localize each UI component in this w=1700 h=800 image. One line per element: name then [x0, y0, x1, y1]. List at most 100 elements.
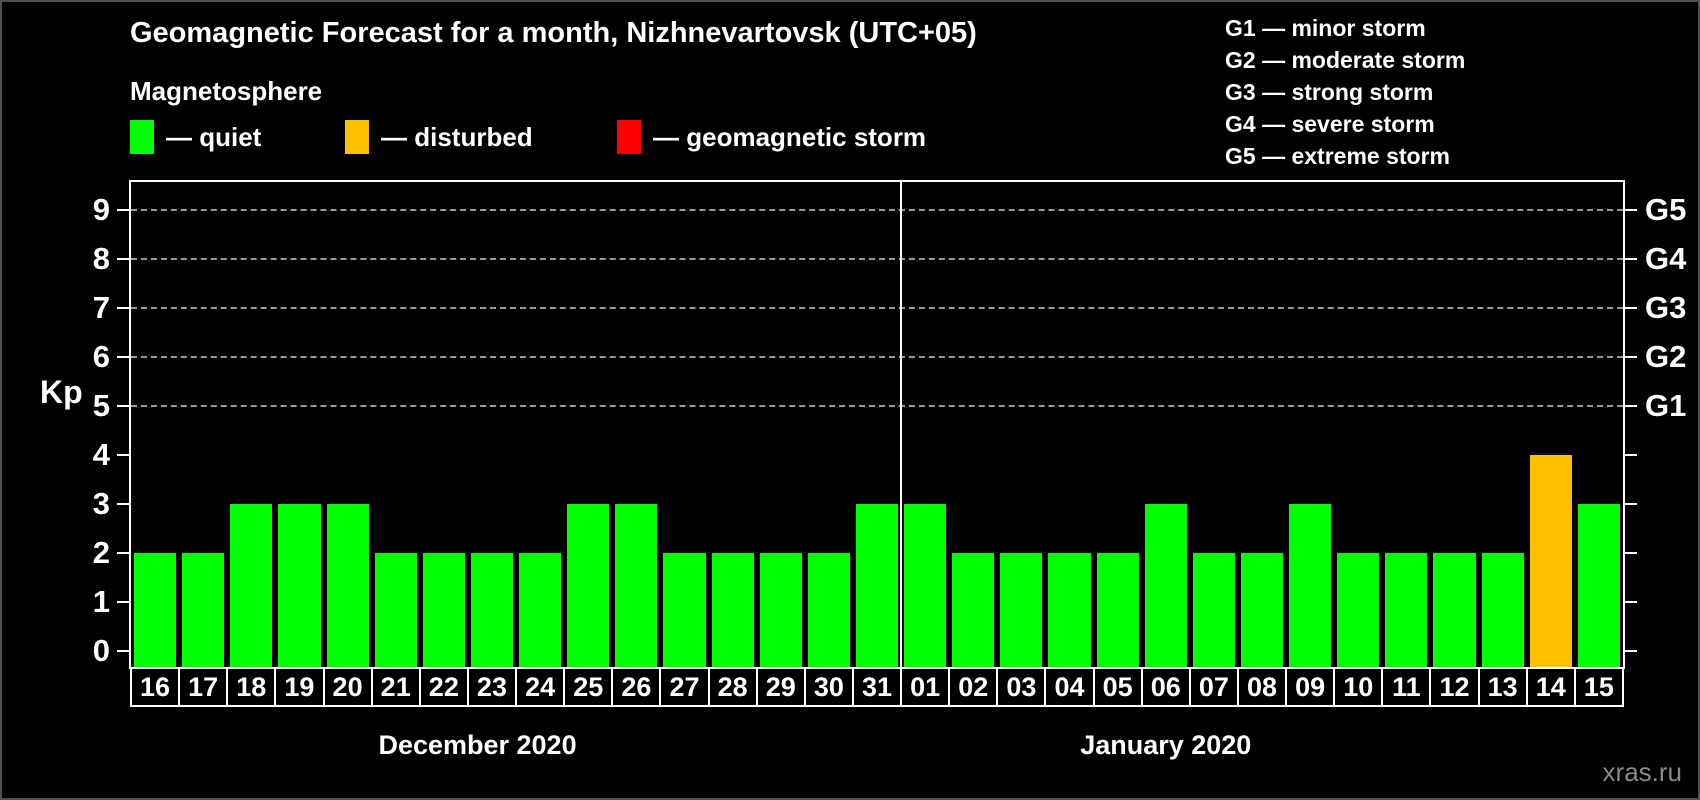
day-label-13: 13: [1477, 667, 1528, 707]
g-axis-tick: [1625, 601, 1637, 603]
g-scale-legend-line: G1 — minor storm: [1225, 15, 1426, 41]
g-axis-label-G2: G2: [1645, 339, 1687, 374]
day-label-21: 21: [370, 667, 421, 707]
kp-tick-label: 0: [92, 633, 110, 668]
day-label-20: 20: [322, 667, 373, 707]
day-axis: 16 17 18 19 20 21 22 23 24 25 26 27 28 29 30 31 01 02 03 04…: [130, 667, 1624, 707]
gridline-kp-6: [131, 356, 1623, 358]
kp-axis-tick: [117, 552, 129, 554]
kp-axis-tick: [117, 209, 129, 211]
legend-item-disturbed: — disturbed: [345, 120, 533, 154]
day-label-04: 04: [1044, 667, 1095, 707]
day-label-22: 22: [418, 667, 469, 707]
kp-bar-day-02: [952, 553, 995, 667]
day-label-10: 10: [1333, 667, 1384, 707]
day-label-08: 08: [1236, 667, 1288, 707]
day-label-14: 14: [1525, 667, 1576, 707]
g-axis-label-G5: G5: [1645, 192, 1687, 227]
month-label: January 2020: [1080, 730, 1252, 760]
disturbed-color-swatch: [345, 120, 369, 154]
kp-tick-label: 6: [92, 339, 110, 374]
kp-bar-day-09: [1289, 504, 1332, 667]
kp-bar-day-19: [278, 504, 321, 667]
day-label-09: 09: [1285, 667, 1336, 707]
kp-axis-tick: [117, 405, 129, 407]
day-label-12: 12: [1429, 667, 1480, 707]
legend-item-label: — geomagnetic storm: [653, 121, 927, 152]
kp-tick-label: 9: [92, 192, 110, 227]
kp-bar-day-21: [374, 553, 417, 667]
month-divider: [900, 182, 903, 667]
kp-bar-day-11: [1385, 553, 1428, 667]
day-label-30: 30: [803, 667, 854, 707]
g-axis-tick: [1625, 650, 1637, 652]
day-label-15: 15: [1573, 667, 1624, 707]
day-label-07: 07: [1188, 667, 1239, 707]
kp-bar-day-13: [1481, 553, 1524, 667]
kp-bar-day-05: [1096, 553, 1139, 667]
kp-tick-label: 5: [92, 388, 110, 423]
kp-bar-day-06: [1144, 504, 1187, 667]
g-axis-tick: [1625, 356, 1637, 358]
storm-color-swatch: [617, 120, 641, 154]
magnetosphere-legend-heading: Magnetosphere: [130, 76, 323, 106]
kp-axis-tick: [117, 601, 129, 603]
g-axis-tick: [1625, 307, 1637, 309]
kp-tick-label: 3: [92, 486, 110, 521]
kp-bar-day-01: [904, 504, 947, 667]
gridline-kp-8: [131, 258, 1623, 260]
kp-bar-day-25: [567, 504, 610, 667]
kp-axis-tick: [117, 307, 129, 309]
magnetosphere-legend: — quiet — disturbed — geomagnetic storm: [130, 120, 1030, 156]
kp-tick-label: 4: [92, 437, 110, 472]
day-label-26: 26: [611, 667, 662, 707]
kp-bar-day-16: [134, 553, 177, 667]
gridline-kp-7: [131, 307, 1623, 309]
kp-bar-day-20: [326, 504, 369, 667]
kp-bar-day-22: [422, 553, 465, 667]
kp-bar-day-03: [1000, 553, 1043, 667]
kp-tick-label: 2: [92, 535, 110, 570]
kp-bar-day-15: [1577, 504, 1620, 667]
kp-tick-label: 7: [92, 290, 110, 325]
kp-bar-day-30: [807, 553, 850, 667]
plot-area: [129, 180, 1625, 669]
kp-bar-day-08: [1240, 553, 1284, 667]
g-scale-legend: G1 — minor storm G2 — moderate storm G3 — …: [1225, 12, 1465, 172]
gridline-kp-9: [131, 209, 1623, 211]
legend-item-label: — disturbed: [381, 121, 533, 152]
kp-tick-label: 8: [92, 241, 110, 276]
month-label: December 2020: [378, 730, 577, 760]
kp-bar-day-27: [663, 553, 706, 667]
day-label-27: 27: [659, 667, 710, 707]
g-axis-label-G1: G1: [1645, 388, 1687, 423]
day-label-17: 17: [178, 667, 229, 707]
g-axis-tick: [1625, 405, 1637, 407]
kp-bar-day-23: [470, 553, 514, 667]
watermark: xras.ru: [1602, 757, 1682, 787]
kp-bar-day-14: [1529, 455, 1572, 667]
g-scale-legend-line: G5 — extreme storm: [1225, 143, 1450, 169]
g-axis-tick: [1625, 454, 1637, 456]
kp-bar-day-29: [759, 553, 802, 667]
day-label-28: 28: [707, 667, 758, 707]
day-label-19: 19: [274, 667, 325, 707]
kp-tick-label: 1: [92, 584, 110, 619]
day-label-16: 16: [130, 667, 181, 707]
kp-axis-label: Kp: [40, 374, 83, 410]
kp-bar-day-04: [1048, 553, 1091, 667]
kp-bar-day-28: [711, 553, 754, 667]
day-label-06: 06: [1140, 667, 1191, 707]
day-label-31: 31: [851, 667, 903, 707]
g-scale-legend-line: G4 — severe storm: [1225, 111, 1435, 137]
g-axis-label-G4: G4: [1645, 241, 1687, 276]
day-label-29: 29: [755, 667, 806, 707]
g-scale-legend-line: G2 — moderate storm: [1225, 47, 1466, 73]
kp-axis-tick: [117, 258, 129, 260]
kp-bar-day-18: [230, 504, 273, 667]
gridline-kp-5: [131, 405, 1623, 407]
chart-title: Geomagnetic Forecast for a month, Nizhne…: [130, 17, 977, 49]
kp-axis-tick: [117, 650, 129, 652]
legend-item-label: — quiet: [166, 121, 262, 152]
